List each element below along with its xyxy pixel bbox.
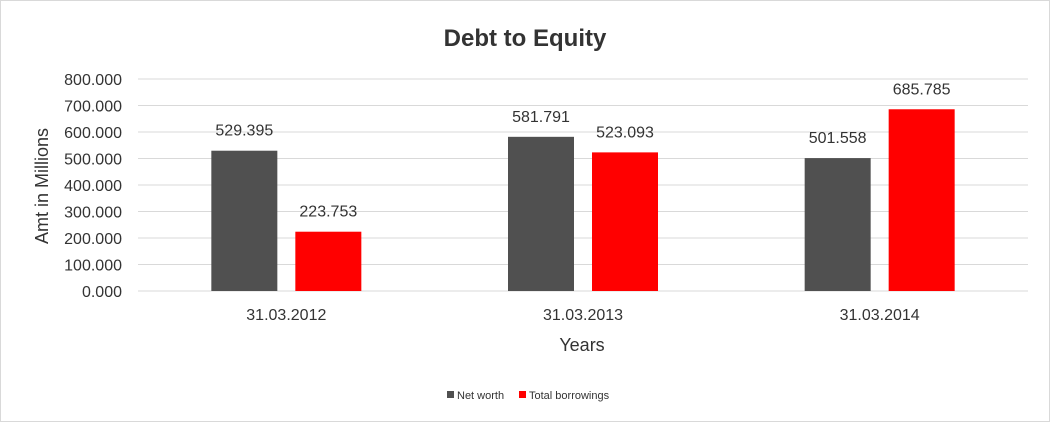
y-tick-label: 600.000 [64,125,122,142]
legend-swatch [447,391,454,398]
bar-total-borrowings [295,231,362,291]
y-tick-label: 700.000 [64,99,122,116]
data-label: 529.395 [215,123,273,140]
gridlines [138,78,1028,292]
data-labels: 529.395 223.753 581.791 523.093 501.558 685.7… [215,81,950,220]
legend-label: Total borrowings [529,390,610,402]
bar-net-worth [508,136,574,291]
y-tick-label: 100.000 [64,258,122,275]
y-axis-ticks: 0.000 100.000 200.000 300.000 400.000 500.000… [64,72,122,301]
bar-total-borrowings [592,152,658,291]
bar-net-worth [211,150,278,291]
x-axis-ticks: 31.03.2012 31.03.2013 31.03.2014 [246,307,920,324]
data-label: 581.791 [512,109,570,126]
bar-total-borrowings [888,109,955,292]
legend: Net worth Total borrowings [447,390,610,402]
chart-title: Debt to Equity [444,25,607,52]
y-tick-label: 0.000 [82,284,122,301]
data-label: 501.558 [809,130,867,147]
x-tick-label: 31.03.2012 [246,307,326,324]
bar-net-worth [804,158,871,291]
x-tick-label: 31.03.2013 [543,307,623,324]
data-label: 223.753 [299,204,357,221]
bars [211,109,955,292]
y-tick-label: 400.000 [64,178,122,195]
y-axis-title: Amt in Millions [32,128,52,244]
data-label: 685.785 [893,81,951,98]
y-tick-label: 300.000 [64,205,122,222]
y-tick-label: 800.000 [64,72,122,89]
y-tick-label: 200.000 [64,231,122,248]
legend-label: Net worth [457,390,504,402]
x-tick-label: 31.03.2014 [840,307,920,324]
y-tick-label: 500.000 [64,152,122,169]
legend-swatch [519,391,526,398]
x-axis-title: Years [559,335,604,355]
data-label: 523.093 [596,124,654,141]
